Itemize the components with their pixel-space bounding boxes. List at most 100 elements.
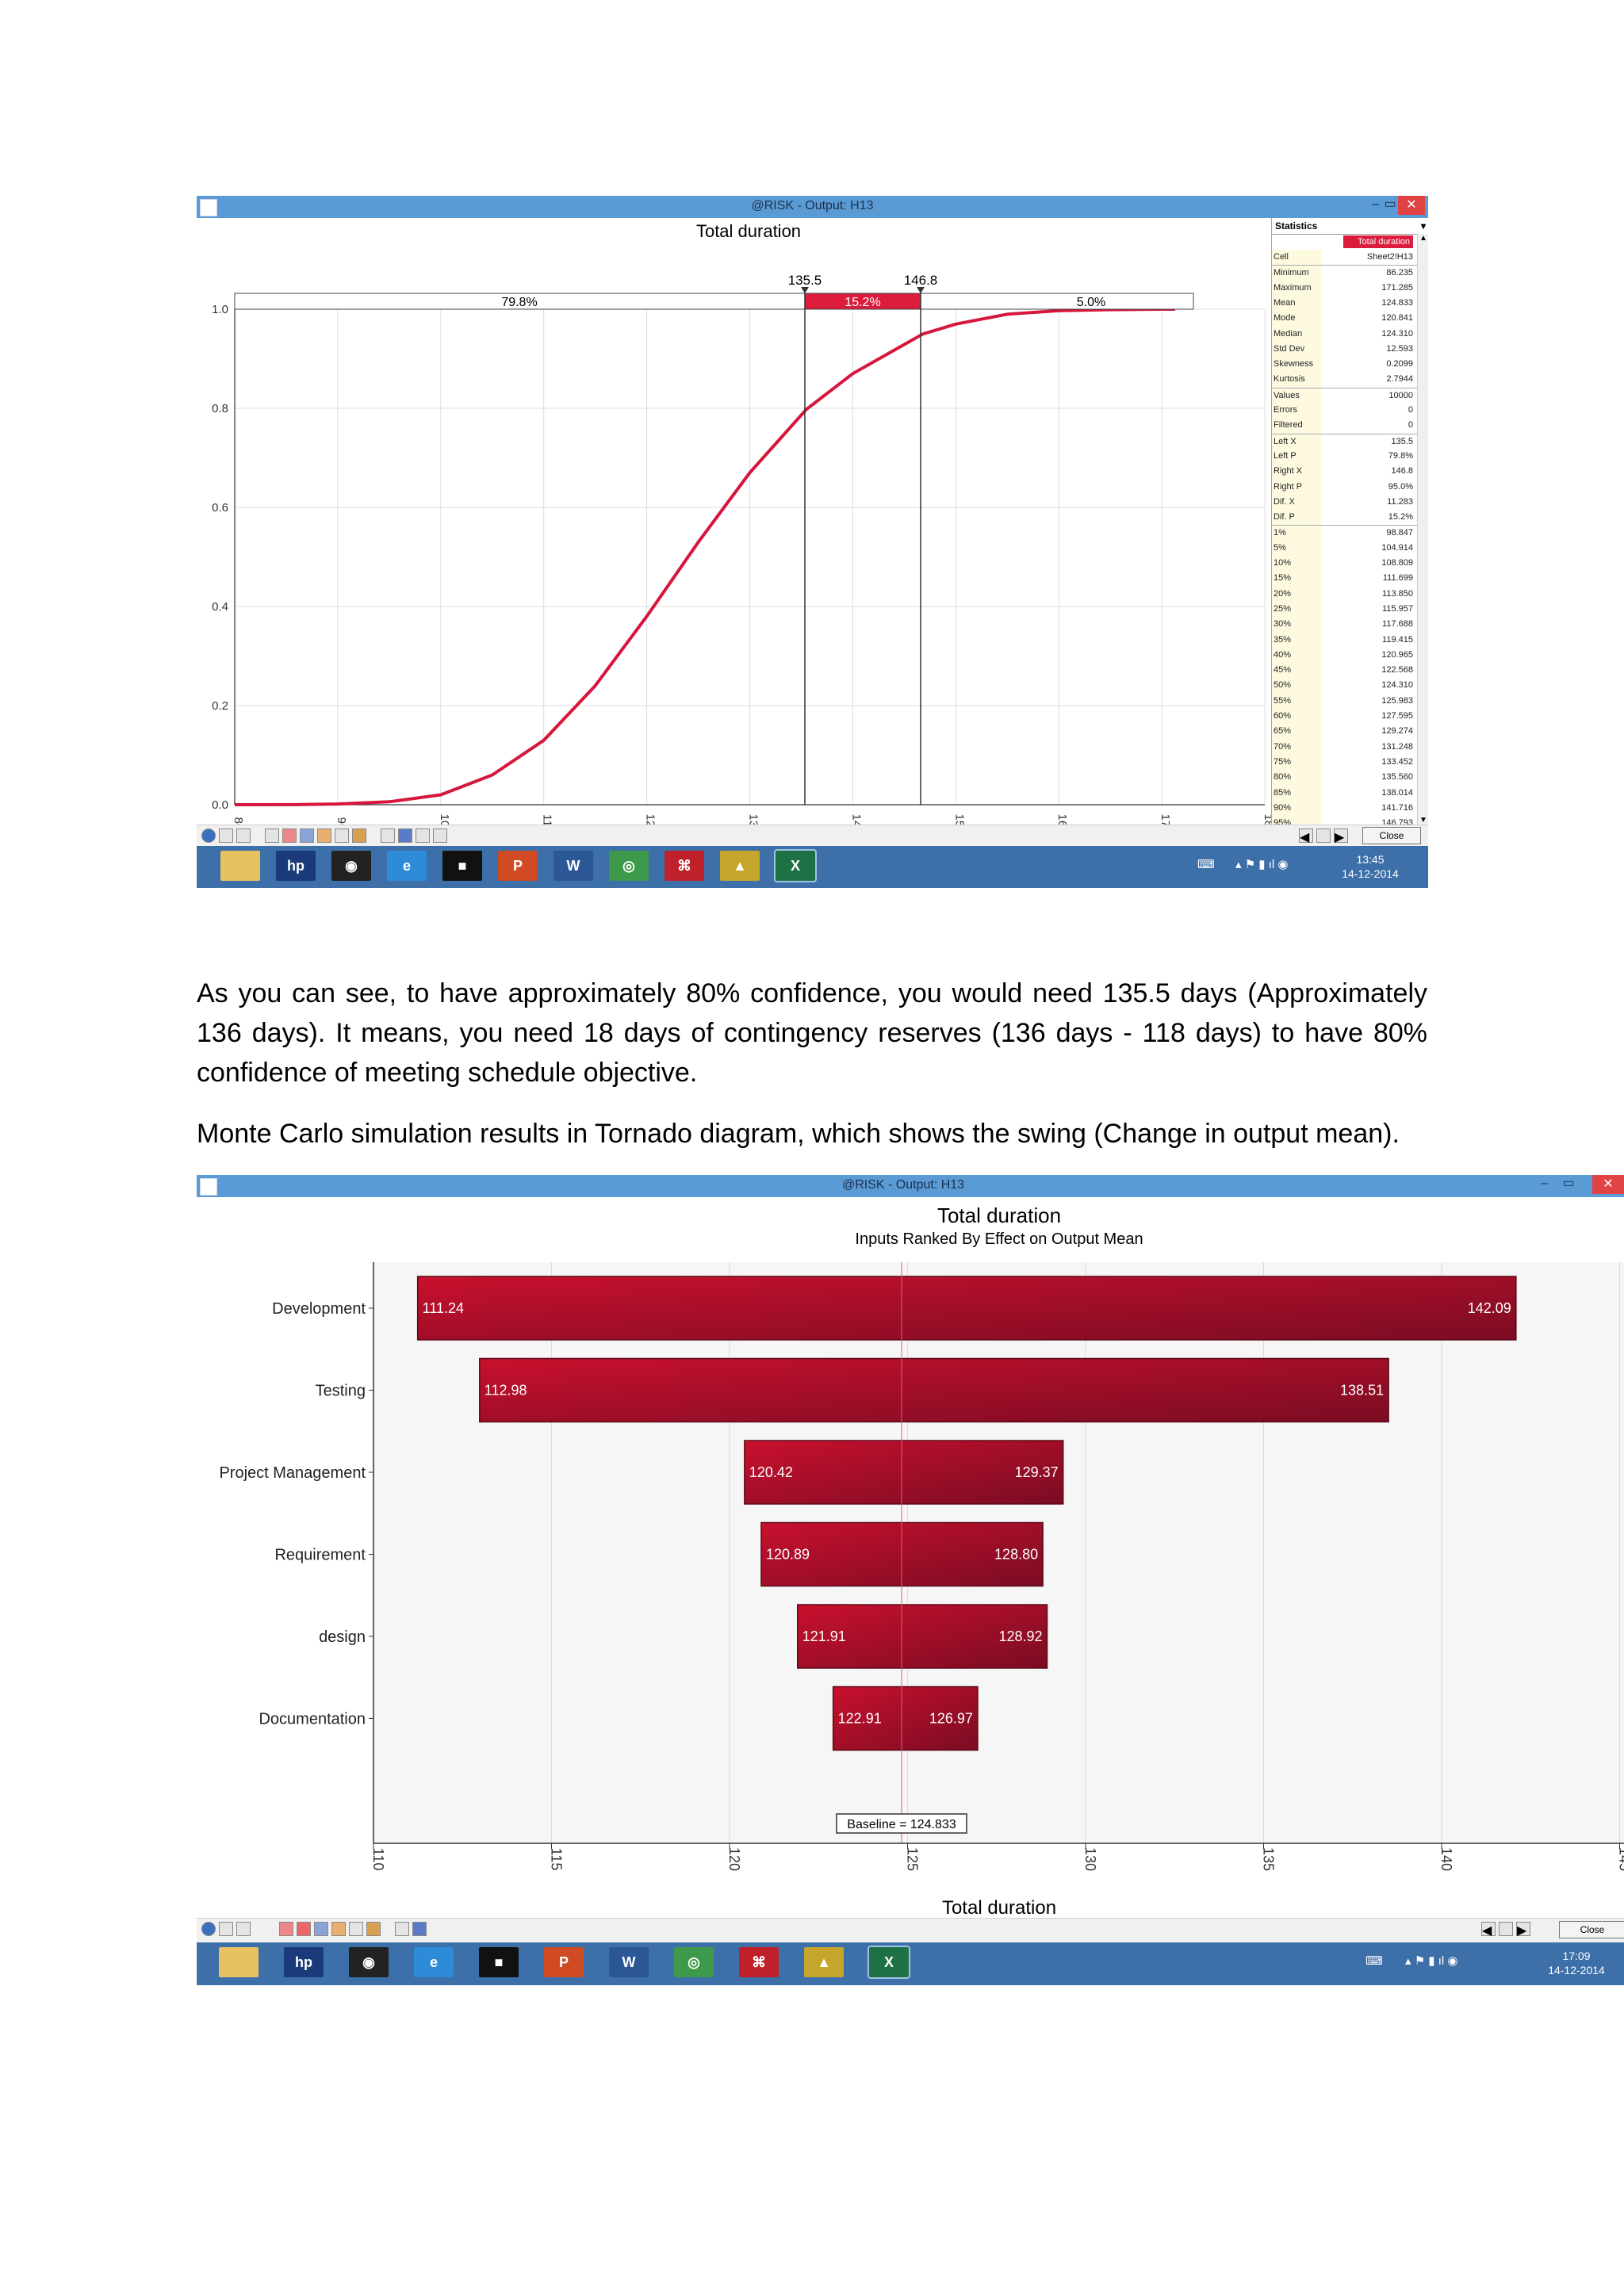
statistics-row[interactable]: 85% 138.014 <box>1272 786 1428 801</box>
word-icon[interactable]: W <box>553 851 593 881</box>
tornado-bar[interactable] <box>744 1440 1064 1505</box>
statistics-row[interactable]: 75% 133.452 <box>1272 755 1428 770</box>
close-window-button[interactable]: ✕ <box>1398 196 1425 215</box>
statistics-row[interactable]: 95% 146.793 <box>1272 816 1428 825</box>
excel-icon[interactable]: X <box>868 1946 910 1979</box>
statistics-row[interactable]: 45% 122.568 <box>1272 663 1428 678</box>
restore-button[interactable]: ▭ <box>1562 1177 1575 1190</box>
spider-icon[interactable] <box>314 1922 328 1936</box>
statistics-row[interactable]: Left X 135.5 <box>1272 433 1428 450</box>
scrollbar[interactable]: ▲ ▼ <box>1417 234 1428 825</box>
close-button[interactable]: Close <box>1559 1921 1624 1938</box>
scatter-icon[interactable] <box>317 828 331 843</box>
statistics-row[interactable]: Errors 0 <box>1272 403 1428 418</box>
summary-icon[interactable] <box>335 828 349 843</box>
restore-button[interactable]: ▭ <box>1384 197 1396 211</box>
statistics-row[interactable]: Values 10000 <box>1272 387 1428 404</box>
zoom-in-icon[interactable] <box>416 828 430 843</box>
histogram-icon[interactable] <box>219 1922 233 1936</box>
next-icon[interactable]: ▶ <box>1334 828 1348 844</box>
statistics-header[interactable]: Statistics ▾ <box>1272 218 1428 235</box>
chrome-icon[interactable]: ◎ <box>609 851 649 881</box>
statistics-row[interactable]: Left P 79.8% <box>1272 449 1428 464</box>
bar-chart-icon[interactable] <box>236 1922 251 1936</box>
window-titlebar[interactable]: @RISK - Output: H13 – ▭ ✕ <box>197 1175 1624 1197</box>
statistics-row[interactable]: 80% 135.560 <box>1272 770 1428 785</box>
histogram-red-icon[interactable] <box>279 1922 293 1936</box>
triangle-icon[interactable] <box>398 828 412 843</box>
tornado-icon[interactable] <box>297 1922 311 1936</box>
minimize-button[interactable]: – <box>1541 1177 1549 1190</box>
media-icon[interactable]: ◉ <box>349 1947 389 1977</box>
camera-icon[interactable]: ■ <box>442 851 482 881</box>
excel-icon[interactable]: X <box>774 849 817 882</box>
statistics-row[interactable]: Right P 95.0% <box>1272 480 1428 495</box>
statistics-row[interactable]: 10% 108.809 <box>1272 556 1428 571</box>
statistics-row[interactable]: Mode 120.841 <box>1272 311 1428 326</box>
palisade-icon[interactable]: ▲ <box>720 851 760 881</box>
powerpoint-icon[interactable]: P <box>498 851 538 881</box>
statistics-row[interactable]: 50% 124.310 <box>1272 678 1428 693</box>
tray-icons[interactable]: ▴ ⚑ ▮ ıl ◉ <box>1235 858 1289 871</box>
media-icon[interactable]: ◉ <box>331 851 371 881</box>
statistics-row[interactable]: 60% 127.595 <box>1272 709 1428 724</box>
tornado-bar[interactable] <box>479 1357 1389 1423</box>
statistics-row[interactable]: 35% 119.415 <box>1272 633 1428 648</box>
statistics-row[interactable]: Dif. P 15.2% <box>1272 510 1428 525</box>
statistics-row[interactable]: 40% 120.965 <box>1272 648 1428 663</box>
help-icon[interactable] <box>201 1922 216 1936</box>
next-icon[interactable]: ▶ <box>1516 1922 1530 1938</box>
statistics-row[interactable]: Cell Sheet2!H13 <box>1272 250 1428 265</box>
palisade-icon[interactable]: ▲ <box>804 1947 844 1977</box>
statistics-row[interactable]: 90% 141.716 <box>1272 801 1428 816</box>
graph-options-icon[interactable] <box>352 828 366 843</box>
powerpoint-icon[interactable]: P <box>544 1947 584 1977</box>
summary-icon[interactable] <box>349 1922 363 1936</box>
prev-icon[interactable]: ◀ <box>1481 1922 1496 1938</box>
file-explorer-icon[interactable] <box>219 1947 259 1977</box>
window-titlebar[interactable]: @RISK - Output: H13 – ▭ ✕ <box>197 196 1428 218</box>
file-explorer-icon[interactable] <box>220 851 260 881</box>
statistics-row[interactable]: Skewness 0.2099 <box>1272 357 1428 372</box>
tornado-icon[interactable] <box>282 828 297 843</box>
statistics-row[interactable]: Filtered 0 <box>1272 418 1428 433</box>
acrobat-icon[interactable]: ⌘ <box>665 851 704 881</box>
camera-icon[interactable]: ■ <box>479 1947 519 1977</box>
statistics-row[interactable]: 5% 104.914 <box>1272 541 1428 556</box>
statistics-row[interactable]: Right X 146.8 <box>1272 464 1428 479</box>
hp-icon[interactable]: hp <box>284 1947 324 1977</box>
keyboard-icon[interactable]: ⌨ <box>1197 858 1215 871</box>
statistics-row[interactable]: 1% 98.847 <box>1272 525 1428 541</box>
right-marker-handle[interactable] <box>917 287 925 293</box>
taskbar-clock[interactable]: 17:09 14-12-2014 <box>1548 1950 1605 1976</box>
tornado-bar[interactable] <box>797 1604 1048 1669</box>
tornado-bar[interactable] <box>416 1276 1517 1341</box>
spider-icon[interactable] <box>300 828 314 843</box>
statistics-row[interactable]: Dif. X 11.283 <box>1272 495 1428 510</box>
internet-explorer-icon[interactable]: e <box>414 1947 454 1977</box>
scroll-down-icon[interactable]: ▼ <box>1419 816 1427 825</box>
statistics-row[interactable]: Median 124.310 <box>1272 327 1428 342</box>
statistics-row[interactable]: Std Dev 12.593 <box>1272 342 1428 357</box>
keyboard-icon[interactable]: ⌨ <box>1365 1954 1383 1968</box>
filter-icon[interactable] <box>395 1922 409 1936</box>
scatter-icon[interactable] <box>331 1922 346 1936</box>
statistics-column-header[interactable]: Total duration <box>1343 235 1413 248</box>
word-icon[interactable]: W <box>609 1947 649 1977</box>
statistics-row[interactable]: 20% 113.850 <box>1272 587 1428 602</box>
band-bar[interactable]: 79.8% 15.2% 5.0% <box>234 293 1194 310</box>
filter-icon[interactable] <box>381 828 395 843</box>
copy-icon[interactable] <box>1316 828 1331 843</box>
minimize-button[interactable]: – <box>1372 197 1380 211</box>
acrobat-icon[interactable]: ⌘ <box>739 1947 779 1977</box>
prev-icon[interactable]: ◀ <box>1299 828 1313 844</box>
statistics-row[interactable]: 70% 131.248 <box>1272 740 1428 755</box>
close-button[interactable]: Close <box>1362 827 1421 844</box>
statistics-row[interactable]: 55% 125.983 <box>1272 694 1428 709</box>
statistics-row[interactable]: 15% 111.699 <box>1272 571 1428 586</box>
copy-icon[interactable] <box>1499 1922 1513 1936</box>
internet-explorer-icon[interactable]: e <box>387 851 427 881</box>
left-marker-handle[interactable] <box>801 287 809 293</box>
statistics-row[interactable]: Mean 124.833 <box>1272 296 1428 311</box>
scroll-up-icon[interactable]: ▲ <box>1419 234 1427 243</box>
